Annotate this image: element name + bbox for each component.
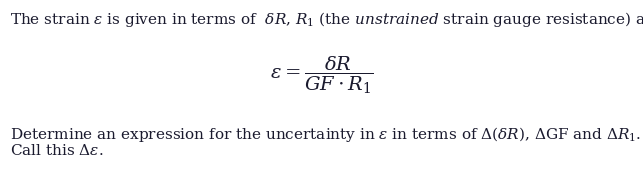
- Text: Determine an expression for the uncertainty in $\epsilon$ in terms of $\Delta(\d: Determine an expression for the uncertai…: [10, 125, 641, 144]
- Text: The strain $\epsilon$ is given in terms of  $\delta R$, $R_1$ (the $\mathit{unst: The strain $\epsilon$ is given in terms …: [10, 10, 643, 29]
- Text: Call this $\Delta\epsilon$.: Call this $\Delta\epsilon$.: [10, 143, 104, 158]
- Text: $\epsilon = \dfrac{\delta R}{GF \cdot R_1}$: $\epsilon = \dfrac{\delta R}{GF \cdot R_…: [270, 55, 373, 96]
